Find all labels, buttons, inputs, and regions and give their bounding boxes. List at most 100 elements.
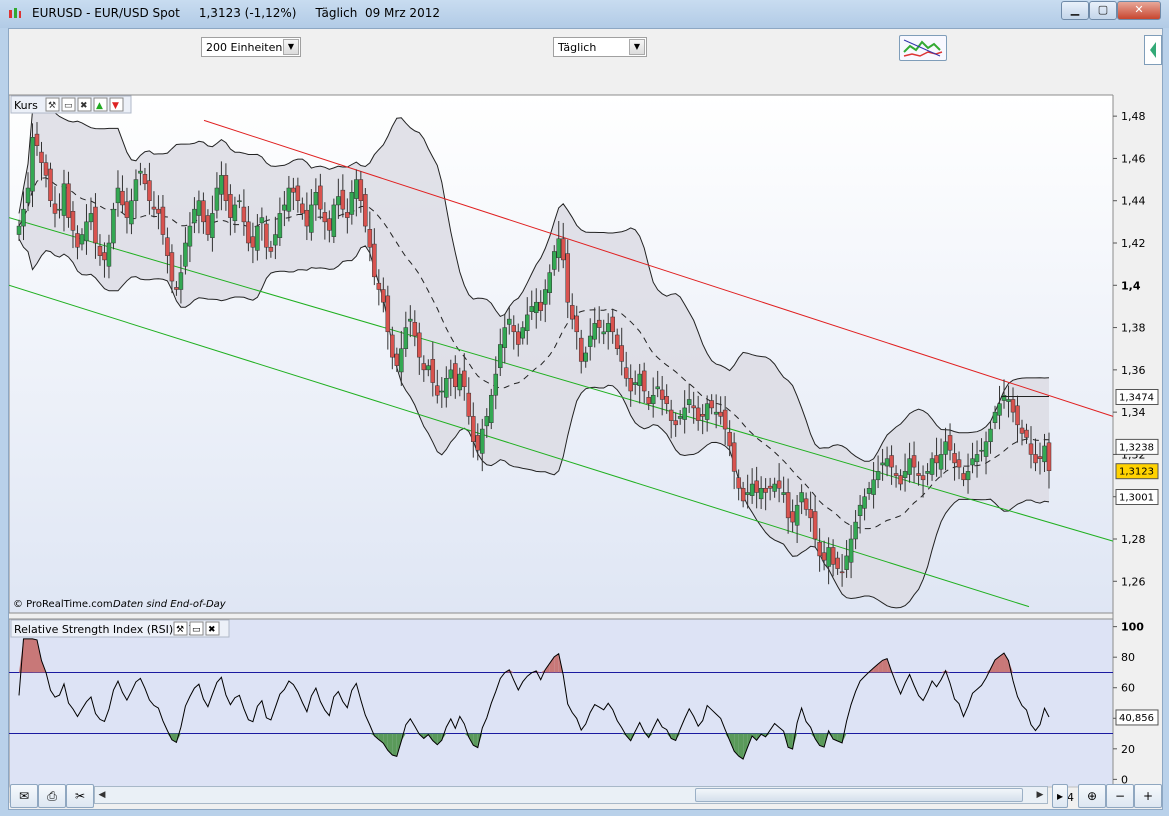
candle [925,463,930,486]
candle [259,207,265,241]
chart-tools-icon[interactable] [899,35,947,61]
candle-body [408,318,413,322]
candle-body [898,475,903,485]
candle-body [412,322,418,337]
candle [871,462,876,509]
candle [196,190,202,234]
zoom-out-icon[interactable]: − [1106,784,1134,808]
candle-body [97,245,103,256]
candle-body [250,236,256,248]
scissors-icon[interactable]: ✂ [66,784,94,808]
up-arrow-icon[interactable]: ▲ [96,101,103,111]
candle [75,225,80,260]
wrench-icon-box [173,621,188,636]
candle-body [192,208,197,224]
scroll-left-icon[interactable]: ◀ [98,790,106,800]
mail-icon[interactable]: ✉ [10,784,38,808]
candle [556,221,561,272]
zoom-fit-icon[interactable]: ⊕ [1078,784,1106,808]
candle-body [655,386,660,390]
close-icon[interactable]: ✖ [208,625,216,635]
candle [979,438,984,462]
candle [147,162,152,215]
chevron-down-icon[interactable]: ▼ [629,39,645,55]
candle-body [210,213,215,238]
candle-body [691,405,696,409]
rsi-oversold-fill [729,733,735,752]
scrollbar-thumb[interactable] [695,788,1023,802]
candle-body [376,282,382,290]
units-select[interactable]: 200 Einheiten ▼ [201,37,301,57]
candle-body [619,345,624,362]
price-ytick-label: 1,4 [1121,279,1141,292]
candle-body [740,488,746,502]
candle [291,177,296,211]
period-select[interactable]: Täglich ▼ [553,37,647,57]
bollinger-lower [18,238,1050,609]
candle [111,202,116,250]
candle [48,162,53,208]
candle [641,362,647,404]
candle-body [48,168,53,201]
candle-body [650,394,656,404]
candle [421,355,427,382]
candle [812,495,818,548]
candle-body [502,327,508,348]
candle-body [767,485,773,489]
minimize-icon[interactable]: ▁ [1061,1,1089,20]
candle-body [313,192,319,206]
candle-body [695,407,701,421]
candle-body [821,552,827,561]
candle [889,445,894,485]
window-title: EURUSD - EUR/USD Spot 1,3123 (-1,12%) Tä… [32,6,440,20]
horizontal-scrollbar[interactable]: ◀ ▶ [94,786,1048,804]
maximize-icon[interactable]: ▢ [1089,1,1117,20]
chevron-down-icon[interactable]: ▼ [283,39,299,55]
candle [992,405,998,430]
scroll-right-icon[interactable]: ▶ [1036,790,1044,800]
rsi-oversold-fill [819,733,825,748]
candle [902,453,908,492]
candle-body [1033,454,1038,464]
window-icon[interactable]: ▭ [64,101,73,111]
candle [475,423,481,461]
print-icon[interactable]: ⎙ [38,784,66,808]
candle [156,195,161,230]
candle-body [853,521,858,540]
wrench-icon[interactable]: ⚒ [48,101,56,111]
candle-body [390,334,395,358]
candle [88,197,94,231]
app-icon [9,8,21,18]
down-arrow-icon[interactable]: ▼ [112,101,119,111]
close-icon[interactable]: ✕ [1117,1,1161,20]
close-icon[interactable]: ✖ [80,101,88,111]
candle [781,476,786,503]
chart-area[interactable]: 1,481,461,441,421,41,381,361,341,321,31,… [9,93,1162,803]
candle-body [102,252,107,261]
candle-body [336,196,341,206]
candle-body [237,200,242,203]
candle [623,351,629,387]
zoom-in-icon[interactable]: + [1134,784,1162,808]
candle [785,478,791,534]
candle [538,290,543,321]
candle-body [84,221,89,242]
candle-body [457,373,463,391]
side-panel-icon[interactable] [1144,35,1162,65]
candle-body [754,480,759,493]
candle-body [61,183,67,216]
scroll-end-icon[interactable]: ▸ [1052,784,1068,808]
wrench-icon[interactable]: ⚒ [176,625,184,635]
rsi-oversold-fill [441,733,447,741]
rsi-overbought-fill [945,670,951,673]
candle [1024,423,1029,444]
window-icon[interactable]: ▭ [192,625,201,635]
candle [808,491,813,532]
candle [255,214,260,261]
candle [596,306,602,344]
candle-body [974,454,980,463]
candle-body [309,204,314,233]
rsi-overbought-fill [549,656,555,673]
candle [601,319,606,345]
window-icon-box [189,621,204,636]
